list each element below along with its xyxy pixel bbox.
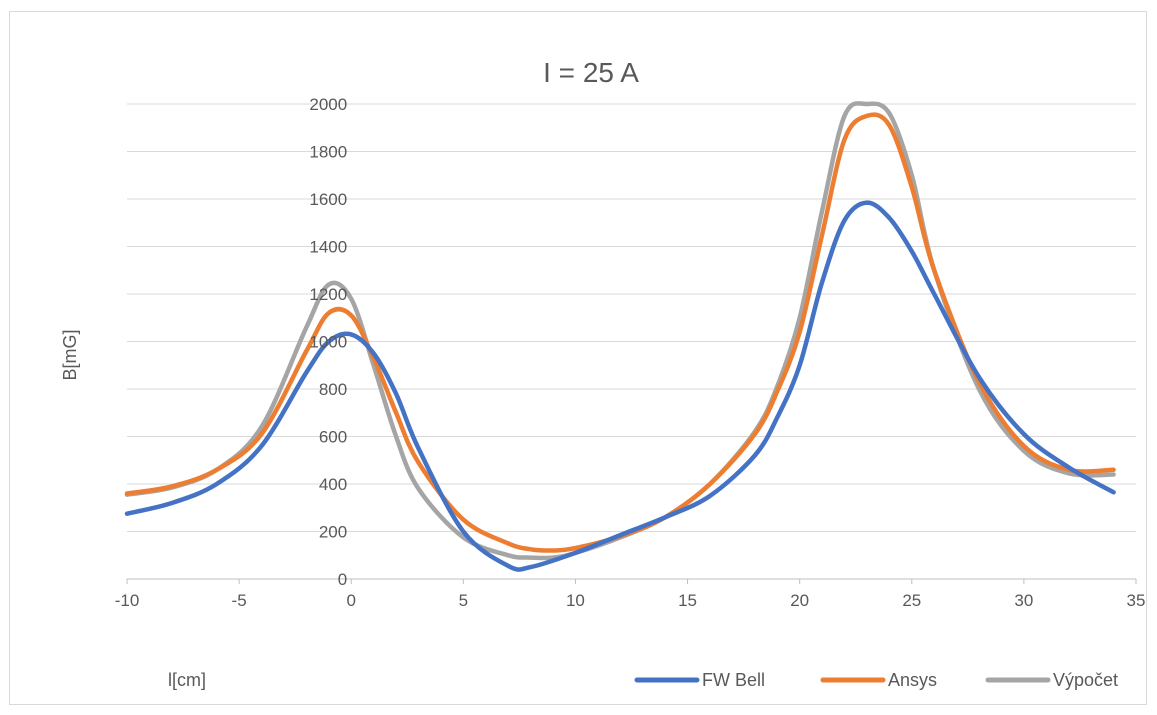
x-tick-label: 0 [346,591,355,610]
series-line-1 [124,112,1116,553]
x-tick-label: 35 [1127,591,1146,610]
tick-labels: 0200400600800100012001400160018002000-10… [115,95,1146,610]
y-tick-label: 800 [319,380,347,399]
y-tick-label: 1400 [309,238,347,257]
x-tick-label: 10 [566,591,585,610]
chart-area [9,11,1147,705]
x-tick-label: -5 [232,591,247,610]
legend-label: FW Bell [702,670,765,690]
y-tick-label: 1800 [309,143,347,162]
legend: FW Bell Ansys Výpočet [634,670,1118,690]
y-tick-label: 600 [319,428,347,447]
y-tick-label: 2000 [309,95,347,114]
x-axis-title: l[cm] [168,670,206,690]
y-tick-label: 1000 [309,333,347,352]
y-tick-label: 1600 [309,190,347,209]
y-tick-label: 1200 [309,285,347,304]
y-tick-label: 400 [319,475,347,494]
series-lines [124,101,1116,572]
series-line-0 [124,200,1116,572]
series-line-2 [124,101,1116,561]
grid-lines [126,103,1137,584]
chart-title: I = 25 A [543,57,639,88]
y-tick-label: 200 [319,523,347,542]
x-tick-label: 25 [902,591,921,610]
y-axis-title: B[mG] [60,329,80,380]
x-tick-label: 15 [678,591,697,610]
x-tick-label: 20 [790,591,809,610]
x-tick-label: 5 [459,591,468,610]
y-tick-label: 0 [338,570,347,589]
legend-label: Ansys [888,670,937,690]
legend-label: Výpočet [1053,670,1118,690]
x-tick-label: 30 [1014,591,1033,610]
x-tick-label: -10 [115,591,140,610]
